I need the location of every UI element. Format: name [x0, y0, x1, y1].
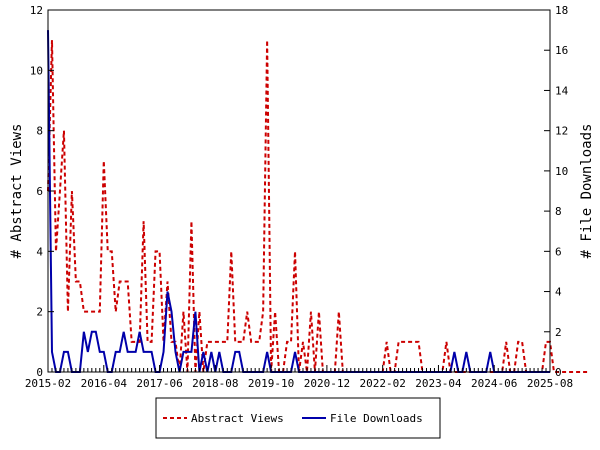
- x-tick-label: 2022-02: [359, 377, 405, 390]
- y-left-tick-label: 6: [36, 185, 43, 198]
- x-tick-label: 2023-04: [415, 377, 462, 390]
- y-right-tick-label: 10: [555, 165, 568, 178]
- legend-label-abstract-views: Abstract Views: [191, 412, 284, 425]
- y-right-tick-label: 18: [555, 4, 568, 17]
- legend-box: [155, 397, 441, 439]
- x-tick-label: 2019-10: [248, 377, 294, 390]
- x-tick-label: 2016-04: [81, 377, 128, 390]
- y-left-tick-label: 4: [36, 245, 43, 258]
- y-right-tick-label: 2: [555, 326, 562, 339]
- axes: 2015-02 2016-04 2017-06 2018-08 2019-10 2020-…: [25, 4, 573, 390]
- x-tick-label: 2015-02: [25, 377, 71, 390]
- y-left-tick-label: 0: [36, 366, 43, 379]
- legend: Abstract Views File Downloads: [155, 397, 441, 439]
- y-right-tick-label: 16: [555, 44, 568, 57]
- y-right-tick-label: 4: [555, 286, 562, 299]
- x-tick-label: 2017-06: [136, 377, 182, 390]
- x-tick-label: 2025-08: [527, 377, 573, 390]
- y-right-tick-label: 12: [555, 125, 568, 138]
- y-left-tick-label: 8: [36, 125, 43, 138]
- y-right-tick-label: 6: [555, 245, 562, 258]
- y-left-tick-label: 10: [30, 64, 43, 77]
- y-right-axis-title: # File Downloads: [579, 124, 595, 259]
- x-tick-label: 2020-12: [304, 377, 350, 390]
- x-tick-label: 2018-08: [192, 377, 238, 390]
- y-left-tick-label: 2: [36, 306, 43, 319]
- y-right-tick-label: 0: [555, 366, 562, 379]
- y-right-tick-label: 14: [555, 84, 569, 97]
- legend-label-file-downloads: File Downloads: [330, 412, 423, 425]
- y-left-tick-label: 12: [30, 4, 43, 17]
- y-left-axis-title: # Abstract Views: [9, 124, 25, 259]
- y-right-tick-label: 8: [555, 205, 562, 218]
- x-tick-label: 2024-06: [471, 377, 517, 390]
